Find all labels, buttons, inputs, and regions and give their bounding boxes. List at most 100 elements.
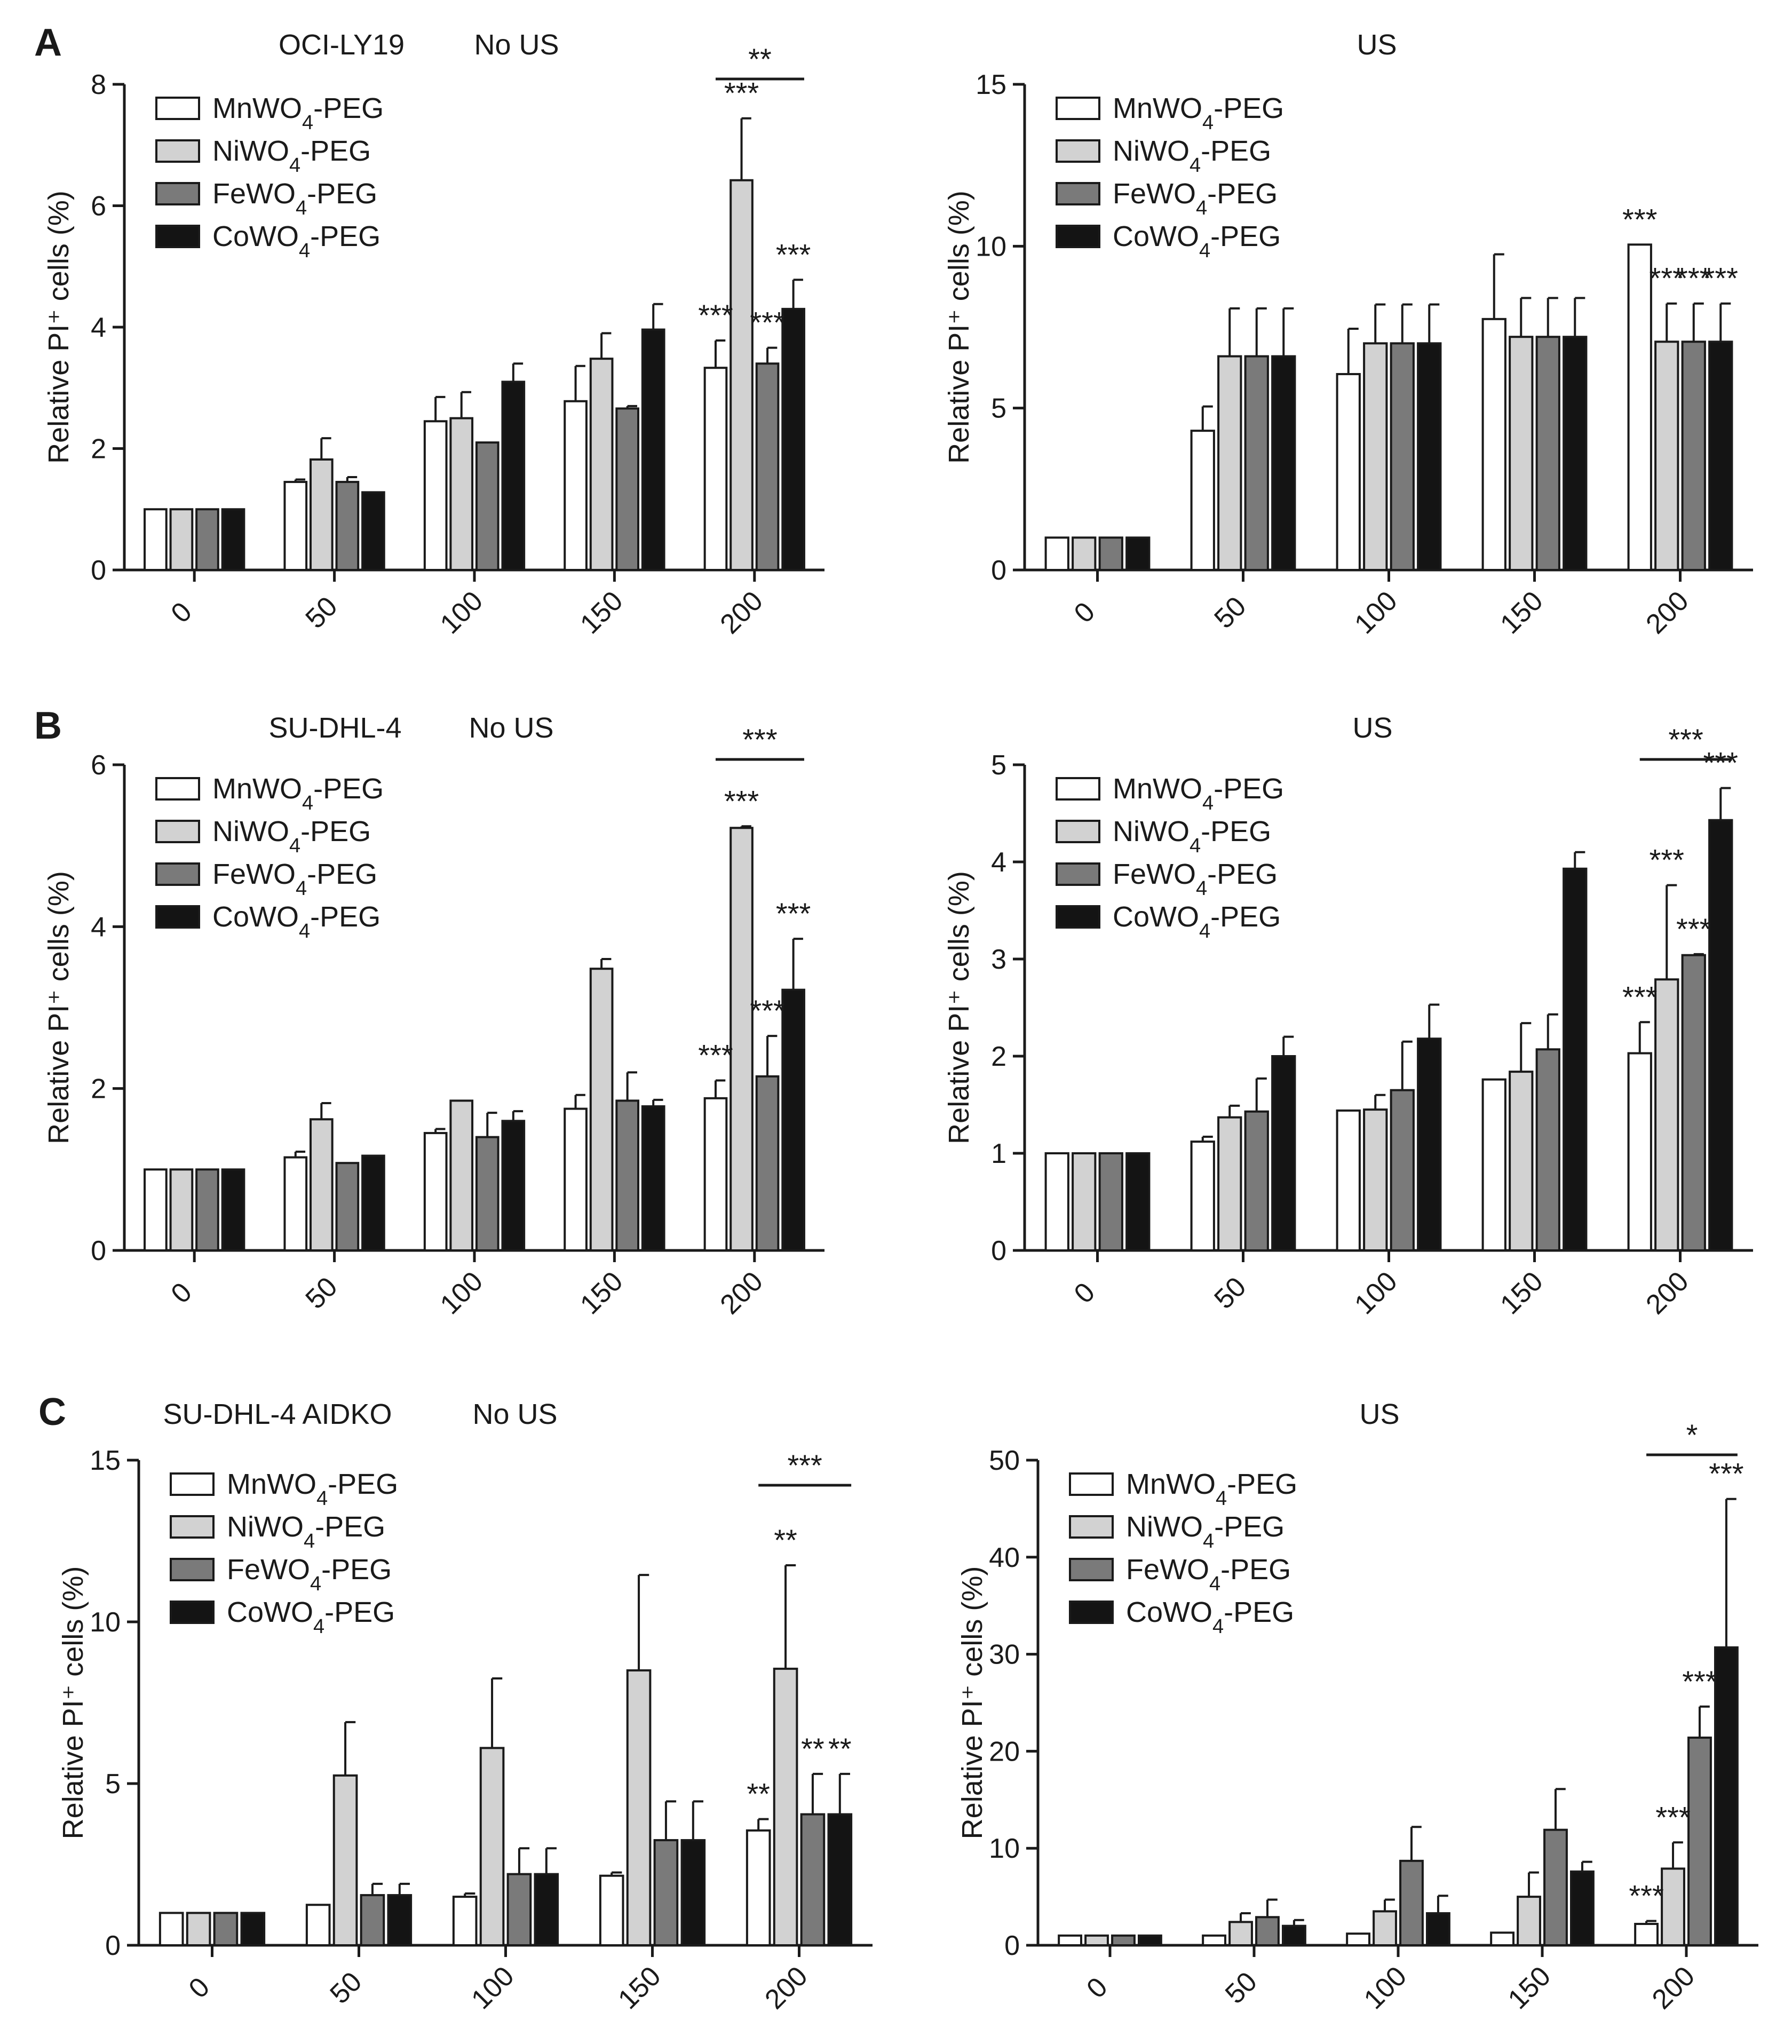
bar-cowo4-peg-150 [1563, 336, 1588, 571]
legend-label-cowo4-peg: CoWO4-PEG [212, 901, 380, 942]
legend-label-cowo4-peg: CoWO4-PEG [1113, 901, 1281, 942]
bar-niwo4-peg-150 [589, 358, 614, 572]
bar-mnwo4-peg-200 [703, 1097, 728, 1252]
significance-stars: *** [1703, 746, 1738, 780]
x-tick-label: 200 [1646, 1961, 1701, 2015]
bar-mnwo4-peg-200 [1634, 1923, 1659, 1946]
bar-fewo4-peg-200 [755, 362, 780, 571]
bar-fewo4-peg-0 [195, 1168, 219, 1251]
bar-mnwo4-peg-0 [158, 1912, 184, 1946]
legend-swatch-fewo4-peg [1069, 1558, 1114, 1581]
bar-mnwo4-peg-150 [1490, 1931, 1515, 1946]
significance-stars: ** [828, 1732, 852, 1765]
chart-cell-line: OCI-LY19 [279, 29, 405, 61]
bar-cowo4-peg-50 [1271, 1055, 1296, 1251]
x-tick-label: 150 [612, 1961, 667, 2015]
bar-niwo4-peg-0 [1072, 536, 1097, 571]
bar-cowo4-peg-50 [361, 491, 385, 572]
legend-label-cowo4-peg: CoWO4-PEG [212, 220, 380, 262]
bar-mnwo4-peg-150 [1481, 318, 1506, 571]
x-tick-label: 100 [1349, 1266, 1403, 1320]
bar-niwo4-peg-200 [1661, 1867, 1685, 1946]
legend-label-cowo4-peg: CoWO4-PEG [1126, 1596, 1294, 1638]
bar-mnwo4-peg-100 [1336, 1109, 1361, 1251]
x-tick-label: 200 [715, 1266, 769, 1320]
significance-stars: *** [698, 298, 733, 332]
legend-label-niwo4-peg: NiWO4-PEG [212, 815, 371, 857]
bar-niwo4-peg-0 [1084, 1934, 1109, 1947]
bar-mnwo4-peg-0 [1044, 1152, 1069, 1251]
significance-stars: *** [1676, 262, 1711, 295]
bracket-stars: * [1686, 1418, 1698, 1452]
legend-swatch-cowo4-peg [1056, 225, 1100, 248]
bar-niwo4-peg-200 [1654, 978, 1679, 1251]
x-tick-label: 150 [574, 1266, 629, 1320]
bar-cowo4-peg-0 [221, 1168, 245, 1251]
y-tick-label: 0 [991, 1235, 1006, 1266]
chart-condition: No US [472, 1398, 557, 1430]
y-axis-label: Relative PI⁺ cells (%) [956, 1566, 988, 1840]
y-tick-label: 2 [91, 434, 106, 465]
bar-niwo4-peg-150 [626, 1669, 652, 1946]
y-tick-label: 40 [989, 1542, 1020, 1573]
y-tick-label: 1 [991, 1138, 1006, 1169]
significance-stars: ** [801, 1732, 824, 1765]
y-tick-label: 6 [91, 750, 106, 781]
legend-swatch-fewo4-peg [155, 182, 200, 205]
bar-niwo4-peg-200 [730, 179, 754, 572]
y-tick-label: 0 [105, 1930, 121, 1961]
significance-stars: *** [1676, 912, 1711, 946]
chart-condition: No US [474, 29, 559, 61]
legend-label-mnwo4-peg: MnWO4-PEG [212, 773, 384, 814]
bar-cowo4-peg-150 [1563, 867, 1588, 1251]
bar-fewo4-peg-0 [1098, 536, 1123, 571]
bar-niwo4-peg-100 [479, 1747, 505, 1947]
bar-mnwo4-peg-150 [599, 1874, 624, 1946]
x-tick-label: 50 [1219, 1966, 1263, 2010]
bar-mnwo4-peg-200 [703, 367, 728, 572]
y-tick-label: 0 [1004, 1930, 1020, 1961]
legend-swatch-niwo4-peg [1069, 1515, 1114, 1539]
legend-label-niwo4-peg: NiWO4-PEG [1113, 815, 1271, 857]
chart-condition: US [1352, 712, 1392, 744]
significance-stars: *** [724, 784, 759, 818]
bar-mnwo4-peg-100 [1346, 1932, 1370, 1947]
significance-stars: *** [1655, 1800, 1690, 1834]
bar-fewo4-peg-50 [335, 481, 360, 571]
bar-cowo4-peg-150 [641, 328, 665, 571]
legend-swatch-fewo4-peg [170, 1558, 215, 1581]
bar-niwo4-peg-100 [1363, 342, 1388, 571]
bar-fewo4-peg-200 [755, 1075, 780, 1251]
legend-swatch-fewo4-peg [155, 862, 200, 886]
bar-mnwo4-peg-0 [1044, 536, 1069, 571]
y-tick-label: 50 [989, 1445, 1020, 1476]
bracket-stars: *** [1668, 723, 1703, 756]
y-tick-label: 8 [91, 69, 106, 100]
legend-label-fewo4-peg: FeWO4-PEG [1113, 858, 1278, 900]
legend-label-mnwo4-peg: MnWO4-PEG [227, 1468, 398, 1510]
bar-mnwo4-peg-150 [564, 400, 588, 572]
bar-cowo4-peg-200 [781, 988, 805, 1251]
legend-swatch-cowo4-peg [1056, 905, 1100, 929]
bar-cowo4-peg-0 [1125, 1152, 1151, 1251]
bar-fewo4-peg-150 [615, 407, 640, 571]
legend-label-mnwo4-peg: MnWO4-PEG [212, 92, 384, 134]
legend-swatch-niwo4-peg [1056, 820, 1100, 843]
x-tick-label: 50 [1209, 1271, 1252, 1315]
y-tick-label: 4 [91, 312, 106, 343]
significance-stars: *** [750, 306, 784, 339]
significance-stars: *** [1709, 1457, 1743, 1491]
bar-cowo4-peg-0 [221, 508, 245, 571]
y-tick-label: 2 [991, 1041, 1006, 1072]
significance-stars: *** [698, 1039, 733, 1072]
bar-cowo4-peg-0 [1125, 536, 1151, 571]
bar-fewo4-peg-150 [1535, 1048, 1560, 1251]
x-tick-label: 100 [465, 1961, 520, 2015]
y-axis-label: Relative PI⁺ cells (%) [943, 191, 975, 464]
bar-cowo4-peg-100 [1417, 342, 1442, 571]
legend-swatch-mnwo4-peg [1056, 97, 1100, 120]
bar-niwo4-peg-0 [169, 508, 194, 571]
bar-niwo4-peg-200 [730, 827, 754, 1252]
y-tick-label: 10 [976, 231, 1006, 262]
bar-niwo4-peg-100 [449, 1099, 474, 1252]
